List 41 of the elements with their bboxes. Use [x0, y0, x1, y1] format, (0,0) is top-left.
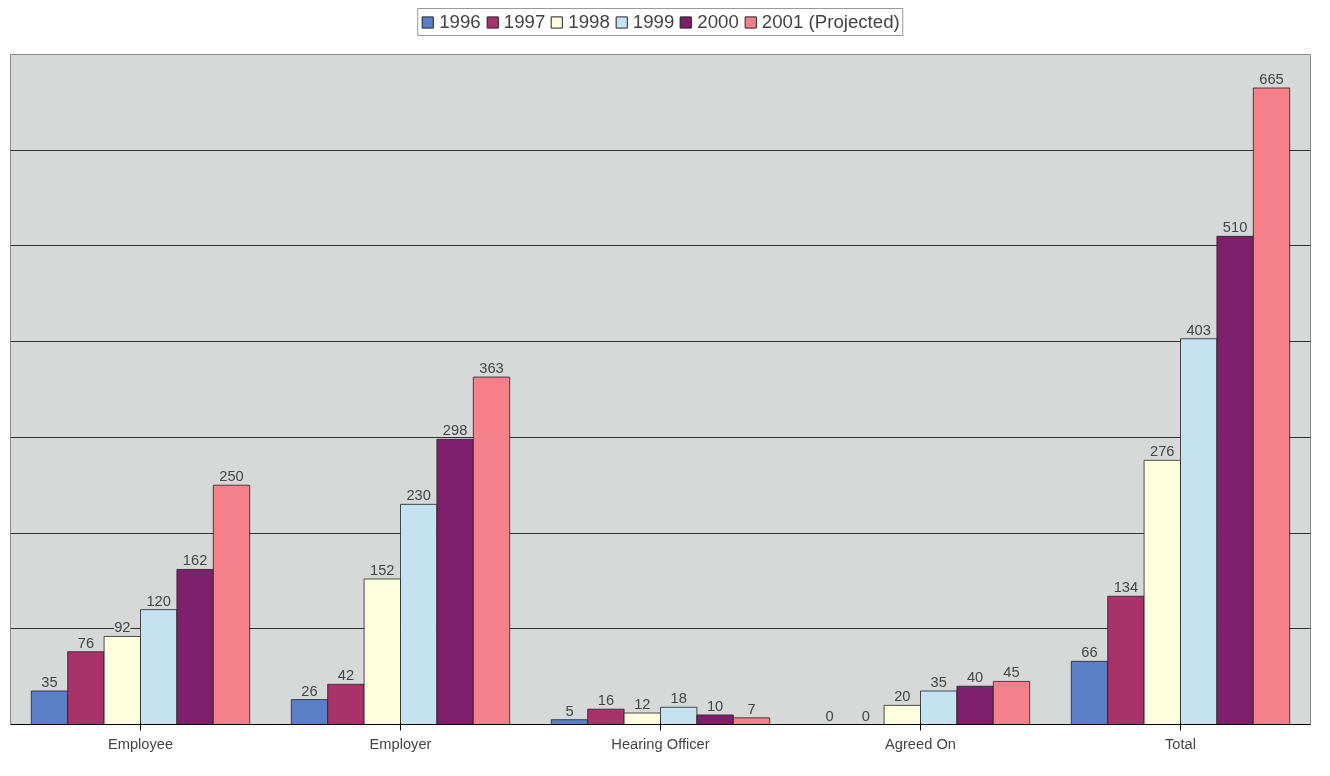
data-label: 0 [825, 707, 834, 724]
data-label: 250 [219, 468, 244, 485]
data-label: 40 [966, 669, 984, 686]
data-label: 76 [77, 634, 95, 651]
data-label: 363 [479, 360, 504, 377]
data-label: 152 [370, 562, 395, 579]
data-label: 16 [597, 692, 615, 709]
data-label: 276 [1150, 443, 1175, 460]
data-label: 7 [747, 700, 756, 717]
data-label: 18 [670, 690, 687, 707]
x-tick-label: Agreed On [885, 735, 956, 752]
data-label: 42 [337, 667, 355, 684]
data-label: 12 [634, 696, 651, 713]
data-label: 510 [1222, 219, 1248, 236]
data-label: 45 [1003, 664, 1020, 681]
legend-label: 1996 [439, 11, 481, 33]
data-label: 0 [861, 707, 870, 724]
legend-label: 1999 [632, 11, 675, 33]
data-label: 5 [565, 702, 574, 719]
legend-label: 1998 [568, 11, 610, 33]
data-label: 134 [1113, 579, 1139, 596]
data-label: 35 [41, 674, 58, 690]
data-label: 66 [1081, 644, 1098, 661]
data-label: 10 [706, 697, 724, 714]
data-label: 92 [114, 619, 131, 636]
data-label: 230 [406, 487, 431, 504]
x-tick-label: Employer [369, 735, 432, 752]
data-label: 35 [930, 674, 947, 690]
legend-label: 2000 [697, 11, 739, 33]
legend-label: 1997 [503, 11, 546, 33]
data-label: 162 [182, 552, 208, 569]
data-label: 26 [301, 682, 318, 699]
data-label: 665 [1259, 71, 1284, 87]
data-label: 403 [1186, 321, 1211, 338]
x-tick-label: Hearing Officer [611, 735, 710, 752]
data-label: 298 [442, 422, 468, 439]
x-tick-label: Total [1165, 735, 1196, 752]
legend-label: 2001 (Projected) [761, 11, 900, 33]
data-label: 120 [146, 592, 171, 609]
x-tick-label: Employee [107, 735, 174, 752]
data-label: 20 [894, 688, 911, 705]
